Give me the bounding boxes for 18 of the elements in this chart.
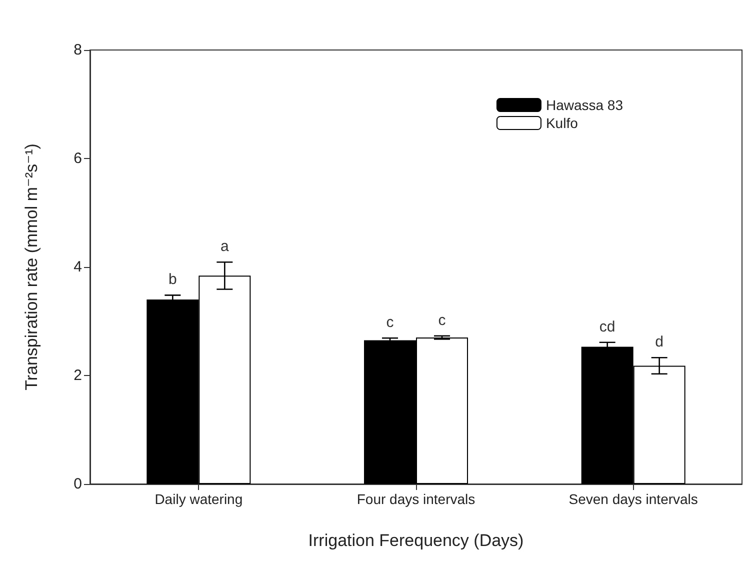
- x-tick-label: Daily watering: [154, 491, 243, 507]
- legend-label: Hawassa 83: [546, 97, 624, 113]
- y-axis-title: Transpiration rate (mmol m⁻²s⁻¹): [22, 144, 41, 390]
- y-tick-label: 8: [74, 42, 82, 58]
- y-tick-label: 2: [74, 367, 82, 384]
- x-tick-label: Seven days intervals: [568, 491, 698, 507]
- x-tick-label: Four days intervals: [356, 491, 476, 507]
- annotation: c: [438, 312, 446, 329]
- y-tick-label: 6: [74, 150, 82, 167]
- annotation: a: [220, 238, 230, 256]
- annotation: cd: [599, 318, 616, 336]
- x-axis-title: Irrigation Ferequency (Days): [308, 531, 524, 550]
- annotation: b: [168, 271, 177, 288]
- legend-label: Kulfo: [546, 115, 578, 131]
- annotation: c: [386, 314, 394, 332]
- y-tick-label: 4: [74, 258, 82, 276]
- annotation: d: [655, 334, 664, 351]
- y-tick-label: 0: [74, 476, 82, 492]
